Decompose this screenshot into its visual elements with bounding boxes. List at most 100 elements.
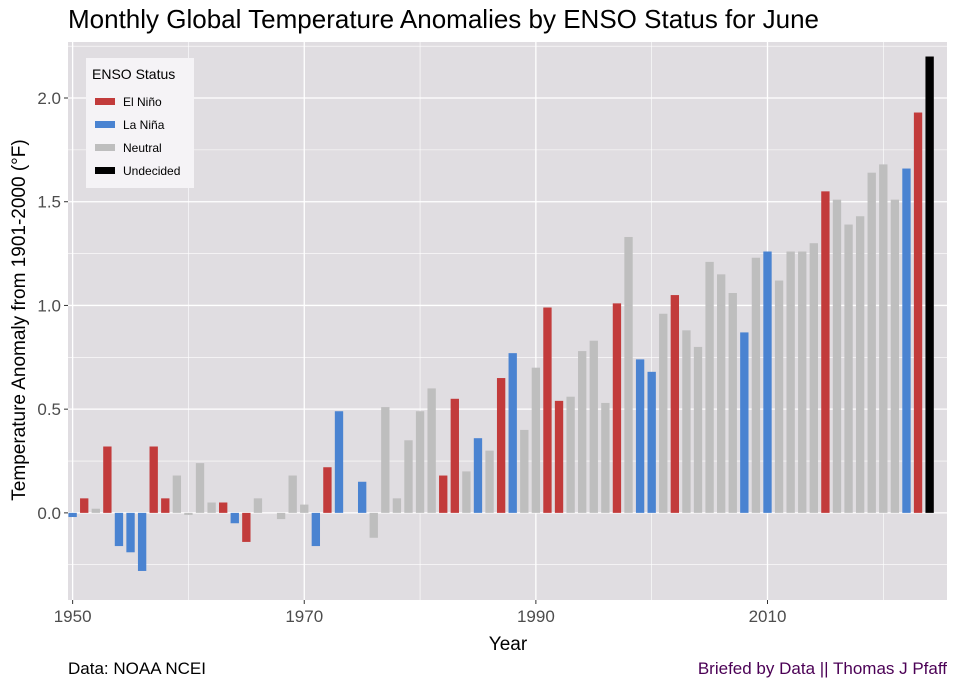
legend-item: La Niña — [92, 113, 194, 136]
bar-1984 — [462, 471, 471, 513]
bar-1966 — [253, 498, 263, 513]
bar-2018 — [855, 216, 865, 513]
x-axis-title: Year — [489, 634, 528, 655]
bar-1994 — [578, 351, 587, 513]
bar-1955 — [126, 512, 135, 553]
x-tick-label: 1950 — [54, 607, 92, 626]
y-tick-label: 0.0 — [37, 504, 61, 523]
bars — [68, 56, 934, 571]
bar-1963 — [219, 502, 228, 513]
x-tick-label: 1990 — [517, 607, 555, 626]
bar-2011 — [774, 280, 784, 513]
bar-1978 — [392, 498, 402, 513]
bar-1993 — [566, 396, 575, 513]
y-tick-label: 2.0 — [37, 89, 61, 108]
bar-1996 — [601, 402, 610, 513]
bar-2008 — [740, 332, 749, 513]
bar-2010 — [763, 251, 772, 513]
bar-1972 — [323, 467, 332, 513]
bar-1950 — [68, 512, 77, 518]
bar-2006 — [717, 274, 726, 513]
bar-1989 — [520, 429, 529, 513]
legend-key-swatch — [95, 144, 115, 151]
bar-2003 — [682, 330, 691, 513]
bar-1957 — [149, 446, 158, 513]
data-source-caption: Data: NOAA NCEI — [68, 659, 206, 678]
legend-item: El Niño — [92, 90, 194, 113]
bar-1991 — [543, 307, 552, 513]
y-tick-label: 1.0 — [37, 296, 61, 315]
bar-1965 — [242, 512, 251, 542]
bar-1953 — [103, 446, 112, 513]
bar-2005 — [705, 261, 714, 513]
bar-2020 — [879, 164, 888, 513]
bar-2004 — [693, 346, 703, 513]
bar-1990 — [531, 367, 541, 513]
bar-2009 — [751, 257, 761, 513]
bar-1971 — [311, 512, 321, 547]
bar-2021 — [890, 199, 900, 513]
bar-1988 — [508, 353, 517, 513]
bar-1992 — [554, 400, 564, 513]
bar-1979 — [404, 440, 413, 513]
y-axis-title: Temperature Anomaly from 1901-2000 (°F) — [9, 139, 30, 500]
bar-1968 — [276, 512, 286, 520]
bar-1977 — [381, 407, 390, 513]
legend-item: Undecided — [92, 159, 194, 182]
bar-1985 — [473, 438, 483, 513]
bar-1959 — [172, 475, 182, 513]
bar-2013 — [798, 251, 807, 513]
bar-1998 — [624, 236, 633, 513]
bar-1983 — [450, 398, 459, 513]
bar-2001 — [659, 313, 668, 513]
bar-2017 — [844, 224, 853, 513]
bar-2012 — [786, 251, 795, 513]
bar-2002 — [670, 295, 680, 513]
bar-1976 — [369, 512, 378, 538]
bar-1981 — [427, 388, 436, 513]
bar-2019 — [867, 172, 876, 513]
axes: 0.0 0.5 1.0 1.5 2.0 1950 1970 1990 2010 — [37, 89, 786, 626]
bar-1970 — [300, 504, 309, 513]
bar-1958 — [161, 498, 170, 513]
legend-key-swatch — [95, 98, 115, 105]
bar-1960 — [184, 512, 193, 515]
bar-1969 — [288, 475, 297, 513]
y-tick-label: 1.5 — [37, 193, 61, 212]
bar-1975 — [357, 481, 367, 513]
bar-1956 — [137, 512, 147, 571]
bar-1980 — [415, 411, 425, 513]
legend: ENSO Status El Niño La Niña Neutral Undecid… — [86, 58, 194, 188]
bar-1987 — [496, 378, 506, 513]
legend-title: ENSO Status — [92, 66, 176, 82]
chart-title: Monthly Global Temperature Anomalies by … — [68, 4, 820, 34]
bar-1964 — [230, 512, 239, 524]
bar-1997 — [612, 303, 622, 513]
bar-1954 — [114, 512, 124, 547]
bar-1986 — [485, 450, 494, 513]
legend-label: Undecided — [123, 163, 181, 178]
legend-items: El Niño La Niña Neutral Undecided — [92, 90, 194, 182]
bar-1951 — [80, 498, 89, 513]
legend-label: La Niña — [123, 117, 165, 132]
legend-label: El Niño — [123, 94, 162, 109]
bar-1961 — [195, 463, 205, 513]
bar-2015 — [821, 191, 830, 513]
bar-1973 — [334, 411, 344, 513]
bar-2016 — [832, 199, 842, 513]
bar-2000 — [647, 371, 656, 513]
x-tick-label: 2010 — [749, 607, 787, 626]
bar-2022 — [902, 168, 911, 513]
x-tick-label: 1970 — [285, 607, 323, 626]
bar-1982 — [439, 475, 448, 513]
bar-1999 — [635, 359, 645, 513]
bar-1995 — [589, 340, 598, 513]
bar-1962 — [207, 502, 216, 513]
bar-2007 — [728, 292, 737, 513]
legend-label: Neutral — [123, 140, 162, 155]
legend-key-swatch — [95, 121, 115, 128]
y-tick-label: 0.5 — [37, 400, 61, 419]
bar-2023 — [913, 112, 923, 513]
bar-2024 — [925, 56, 934, 513]
